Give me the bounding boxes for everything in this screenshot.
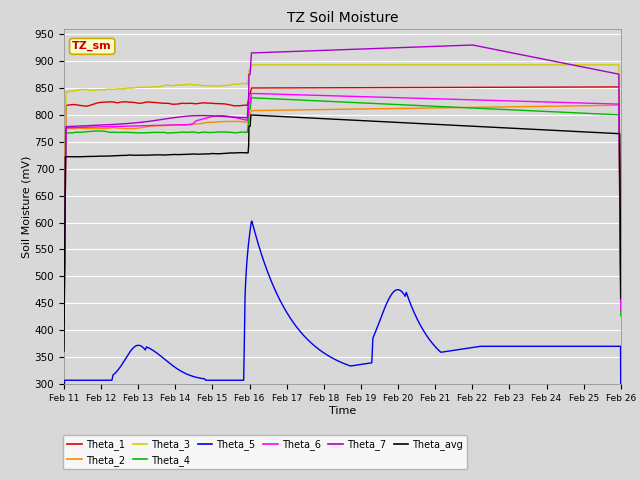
Theta_3 xyxy=(601,62,609,68)
Theta_avg xyxy=(499,125,506,131)
Theta_1 xyxy=(615,84,623,90)
Theta_4 xyxy=(499,107,506,112)
Theta_7 xyxy=(316,48,324,53)
Theta_avg xyxy=(60,348,68,354)
Line: Theta_2: Theta_2 xyxy=(64,105,621,323)
Theta_7 xyxy=(331,47,339,53)
Theta_6 xyxy=(499,98,506,104)
Theta_2 xyxy=(617,308,625,313)
Theta_5 xyxy=(499,344,506,349)
Theta_2 xyxy=(331,107,339,112)
Theta_1 xyxy=(600,84,608,90)
Legend: Theta_1, Theta_2, Theta_3, Theta_4, Theta_5, Theta_6, Theta_7, Theta_avg: Theta_1, Theta_2, Theta_3, Theta_4, Thet… xyxy=(63,435,467,469)
Line: Theta_avg: Theta_avg xyxy=(64,115,621,351)
Theta_3 xyxy=(601,62,609,68)
Title: TZ Soil Moisture: TZ Soil Moisture xyxy=(287,11,398,25)
Theta_2 xyxy=(316,107,324,112)
Theta_2 xyxy=(600,103,608,108)
Theta_2 xyxy=(60,320,68,326)
Theta_4 xyxy=(617,313,625,319)
Theta_avg xyxy=(617,296,625,301)
Theta_5 xyxy=(60,460,68,466)
Theta_7 xyxy=(601,69,609,74)
Theta_5 xyxy=(248,218,255,224)
Theta_1 xyxy=(601,84,609,90)
Theta_4 xyxy=(60,323,68,328)
Theta_3 xyxy=(617,286,625,292)
Y-axis label: Soil Moisture (mV): Soil Moisture (mV) xyxy=(22,155,32,258)
Theta_6 xyxy=(316,93,324,98)
Theta_5 xyxy=(601,344,609,349)
Line: Theta_1: Theta_1 xyxy=(64,87,621,311)
Theta_1 xyxy=(88,102,96,108)
Theta_6 xyxy=(88,124,96,130)
Theta_7 xyxy=(499,48,506,54)
Theta_1 xyxy=(617,298,625,304)
Theta_1 xyxy=(316,85,324,91)
Theta_1 xyxy=(60,308,68,314)
X-axis label: Time: Time xyxy=(329,406,356,416)
Theta_3 xyxy=(499,62,506,68)
Theta_3 xyxy=(248,62,255,68)
Theta_4 xyxy=(248,95,255,101)
Theta_3 xyxy=(88,87,96,93)
Theta_5 xyxy=(316,348,324,353)
Theta_6 xyxy=(60,320,68,325)
Line: Theta_5: Theta_5 xyxy=(64,221,621,463)
Theta_5 xyxy=(601,344,609,349)
Theta_6 xyxy=(601,101,609,107)
Theta_avg xyxy=(601,130,609,136)
Theta_1 xyxy=(499,84,506,90)
Line: Theta_7: Theta_7 xyxy=(64,45,621,322)
Theta_4 xyxy=(316,98,324,104)
Theta_3 xyxy=(316,62,324,68)
Theta_7 xyxy=(88,122,96,128)
Theta_5 xyxy=(617,393,625,399)
Theta_5 xyxy=(88,377,96,383)
Theta_avg xyxy=(247,112,255,118)
Theta_2 xyxy=(499,104,506,110)
Theta_2 xyxy=(601,103,609,108)
Theta_avg xyxy=(316,116,324,121)
Theta_2 xyxy=(88,126,96,132)
Theta_6 xyxy=(617,307,625,313)
Theta_3 xyxy=(60,300,68,306)
Theta_4 xyxy=(601,111,609,117)
Theta_4 xyxy=(88,128,96,134)
Theta_5 xyxy=(331,357,339,362)
Theta_4 xyxy=(601,111,609,117)
Line: Theta_3: Theta_3 xyxy=(64,65,621,303)
Theta_6 xyxy=(331,93,339,99)
Line: Theta_6: Theta_6 xyxy=(64,94,621,323)
Theta_7 xyxy=(467,42,475,48)
Theta_7 xyxy=(60,319,68,325)
Theta_2 xyxy=(615,102,623,108)
Theta_avg xyxy=(601,130,609,136)
Theta_3 xyxy=(331,62,339,68)
Theta_1 xyxy=(331,85,339,91)
Theta_avg xyxy=(88,154,96,159)
Theta_6 xyxy=(248,91,255,96)
Theta_avg xyxy=(331,116,339,122)
Text: TZ_sm: TZ_sm xyxy=(72,41,112,51)
Theta_7 xyxy=(617,291,625,297)
Theta_6 xyxy=(601,101,609,107)
Theta_4 xyxy=(331,99,339,105)
Theta_7 xyxy=(601,69,609,74)
Line: Theta_4: Theta_4 xyxy=(64,98,621,325)
